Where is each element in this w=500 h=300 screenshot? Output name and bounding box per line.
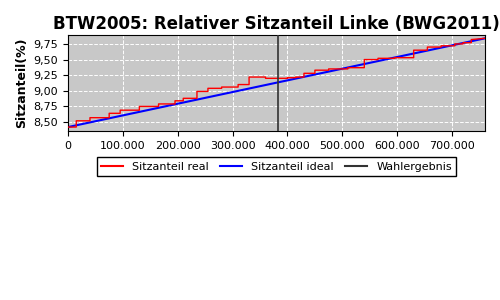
- Sitzanteil real: [136, 105, 142, 108]
- Sitzanteil real: [482, 37, 488, 40]
- Sitzanteil real: [194, 97, 200, 100]
- Sitzanteil real: [65, 125, 71, 129]
- Sitzanteil real: [205, 86, 211, 90]
- Y-axis label: Sitzanteil(%): Sitzanteil(%): [15, 38, 28, 128]
- Sitzanteil real: [180, 99, 186, 103]
- Line: Sitzanteil real: Sitzanteil real: [68, 38, 485, 127]
- Legend: Sitzanteil real, Sitzanteil ideal, Wahlergebnis: Sitzanteil real, Sitzanteil ideal, Wahle…: [97, 158, 456, 176]
- X-axis label: Zweitstimmen Linke in Sachsen-Anhalt: Zweitstimmen Linke in Sachsen-Anhalt: [140, 157, 413, 170]
- Sitzanteil real: [326, 68, 332, 72]
- Title: BTW2005: Relativer Sitzanteil Linke (BWG2011): BTW2005: Relativer Sitzanteil Linke (BWG…: [53, 15, 500, 33]
- Sitzanteil real: [205, 90, 211, 93]
